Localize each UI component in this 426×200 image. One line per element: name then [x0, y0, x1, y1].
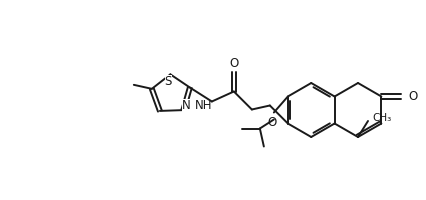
- Text: O: O: [267, 116, 276, 130]
- Text: NH: NH: [195, 99, 213, 112]
- Text: N: N: [182, 99, 191, 112]
- Text: O: O: [409, 90, 417, 103]
- Text: CH₃: CH₃: [372, 113, 391, 123]
- Text: S: S: [165, 75, 172, 88]
- Text: O: O: [229, 57, 239, 70]
